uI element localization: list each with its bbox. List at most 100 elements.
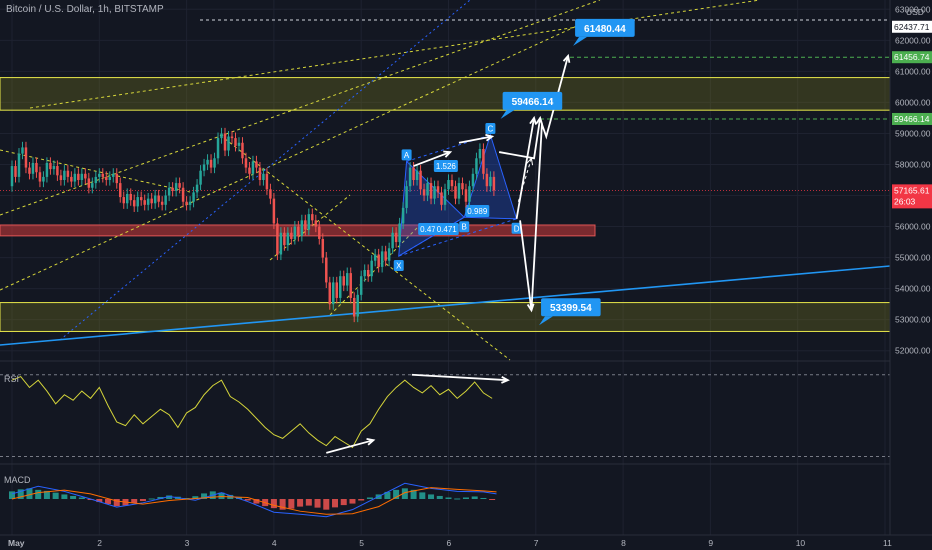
- candle: [359, 276, 363, 295]
- macd-histogram-bar: [340, 499, 347, 506]
- candle: [332, 282, 335, 305]
- trendline: [219, 134, 511, 361]
- macd-histogram-bar: [305, 499, 312, 506]
- candle: [115, 173, 119, 184]
- candle: [14, 166, 17, 177]
- macd-histogram-bar: [366, 497, 373, 499]
- candle: [255, 161, 258, 168]
- candle: [422, 189, 426, 196]
- candle: [380, 251, 384, 267]
- ratio-box: [434, 223, 459, 236]
- candle: [230, 136, 234, 139]
- candle: [342, 276, 345, 286]
- candle: [475, 158, 478, 174]
- candle: [164, 195, 167, 205]
- macd-histogram-bar: [314, 499, 321, 508]
- candle: [454, 186, 457, 199]
- macd-histogram-bar: [332, 499, 339, 508]
- candle: [209, 159, 213, 168]
- price-tick-label: 58000.00: [895, 159, 931, 169]
- macd-histogram-bar: [253, 499, 260, 504]
- macd-histogram-bar: [480, 497, 487, 499]
- macd-histogram-bar: [419, 492, 426, 499]
- macd-histogram-bar: [462, 497, 469, 499]
- candle: [227, 136, 230, 151]
- rsi-spacer: [373, 440, 424, 444]
- callout-text: 53399.54: [550, 303, 592, 314]
- price-tick-label: 61000.00: [895, 66, 931, 76]
- macd-histogram-bar: [183, 497, 190, 499]
- candle: [258, 167, 262, 180]
- candle: [91, 183, 94, 188]
- pattern-point-box: [485, 123, 496, 134]
- candle: [373, 254, 377, 261]
- candle: [307, 214, 311, 230]
- pattern-point-text: X: [396, 262, 402, 271]
- time-tick-label: 2: [97, 538, 102, 548]
- candle: [485, 173, 489, 187]
- macd-histogram-bar: [410, 489, 417, 499]
- candle: [157, 195, 160, 202]
- candlesticks: [10, 127, 496, 323]
- time-tick-label: 10: [796, 538, 806, 548]
- rsi-divergence-arrow-head: [366, 438, 376, 446]
- macd-histogram-bar: [70, 495, 77, 499]
- price-tick-label: 54000.00: [895, 284, 931, 294]
- candle: [339, 276, 342, 298]
- candle: [272, 198, 276, 224]
- trendline: [0, 149, 191, 193]
- candle: [199, 170, 202, 185]
- price-tag: 61456.74: [892, 51, 932, 64]
- price-callout: 53399.54: [539, 298, 601, 326]
- candle: [283, 232, 286, 246]
- pattern-point-b: B: [459, 221, 470, 233]
- pattern-point-box: [393, 260, 404, 272]
- pattern-point-d: D: [511, 222, 522, 234]
- pattern-leg: [398, 218, 517, 257]
- callout-pointer: [539, 316, 554, 326]
- candle: [84, 173, 87, 179]
- price-tick-label: 55000.00: [895, 253, 931, 263]
- macd-histogram-bar: [297, 499, 304, 507]
- price-callout: 59466.14: [500, 91, 563, 119]
- candle: [248, 167, 251, 174]
- price-tick-label: 60000.00: [895, 97, 931, 107]
- candle: [366, 270, 370, 277]
- arrow-up-alt-head: [529, 115, 537, 125]
- price-callout: 61480.44: [573, 18, 635, 46]
- macd-pane: 0.001000.00: [9, 469, 929, 518]
- candle: [377, 254, 380, 267]
- price-tag: 59466.14: [892, 112, 932, 125]
- ratio-label: 0.471: [434, 223, 459, 236]
- macd-histogram-bar: [244, 499, 251, 501]
- candle: [59, 175, 63, 180]
- macd-histogram-bar: [113, 499, 120, 507]
- trendline: [29, 0, 761, 109]
- candle: [105, 176, 108, 180]
- candle: [70, 176, 73, 182]
- candle: [286, 232, 290, 246]
- candle: [132, 200, 136, 207]
- pattern-point-box: [459, 221, 470, 233]
- pattern-point-a: A: [401, 149, 412, 161]
- last-price-text: 57165.61: [894, 185, 930, 195]
- candle: [300, 220, 304, 236]
- last-price-box: [892, 184, 932, 209]
- candle: [35, 162, 38, 173]
- arrow-dashed: [517, 158, 532, 202]
- candle: [101, 173, 105, 177]
- arrow-mid-head: [535, 115, 544, 125]
- candle: [17, 153, 21, 177]
- macd-histogram-bar: [454, 498, 461, 500]
- macd-histogram-bar: [358, 499, 365, 501]
- candle: [468, 186, 471, 202]
- time-tick-label: 3: [185, 538, 190, 548]
- trendline: [0, 0, 601, 216]
- candle: [10, 166, 14, 187]
- rsi-divergence-arrow-head: [501, 375, 510, 384]
- candle: [412, 167, 415, 180]
- candle: [433, 186, 436, 199]
- zone-rect: [0, 302, 891, 332]
